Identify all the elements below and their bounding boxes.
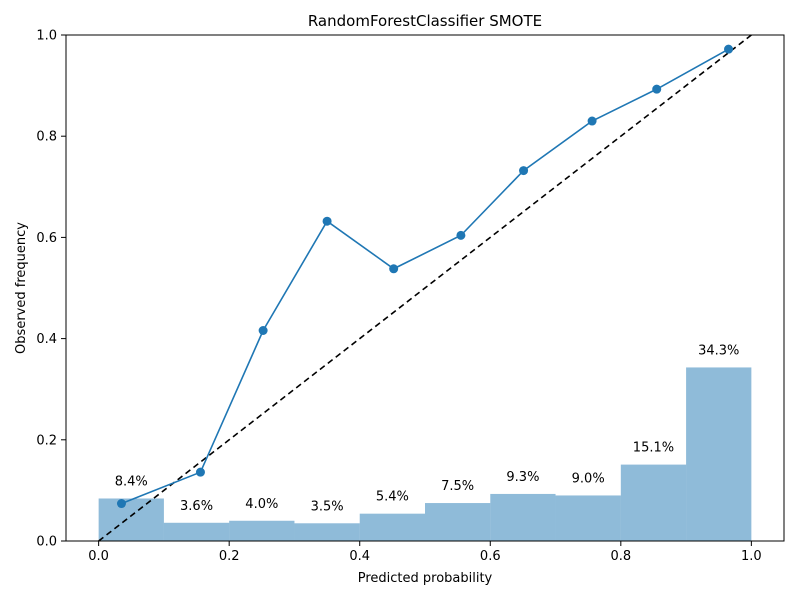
histogram-bar-label: 34.3%	[698, 343, 739, 358]
calibration-point	[195, 467, 205, 477]
x-tick-label: 0.6	[480, 549, 501, 564]
histogram-bar	[555, 495, 621, 541]
x-axis-label: Predicted probability	[358, 571, 493, 586]
histogram-bar	[359, 513, 425, 541]
x-tick-label: 0.0	[88, 549, 109, 564]
calibration-curve-line	[121, 48, 729, 505]
histogram-bar	[294, 523, 360, 541]
calibration-point	[322, 216, 332, 226]
chart-title: RandomForestClassifier SMOTE	[308, 12, 542, 30]
histogram-bar	[229, 520, 295, 541]
y-tick-label: 0.6	[36, 231, 57, 246]
calibration-curve-points	[116, 44, 734, 509]
histogram-bars	[98, 367, 752, 541]
histogram-bar	[686, 367, 752, 541]
calibration-point	[258, 326, 268, 336]
histogram-bar-label: 9.3%	[506, 470, 539, 485]
x-axis-ticks: 0.0 0.2 0.4 0.6 0.8 1.0	[88, 541, 762, 564]
histogram-bar-label: 3.6%	[180, 499, 213, 514]
histogram-bar-label: 9.0%	[572, 471, 605, 486]
calibration-point	[456, 230, 466, 240]
histogram-bar	[490, 493, 556, 541]
calibration-point	[519, 166, 529, 176]
perfect-calibration-line	[98, 34, 752, 542]
y-tick-label: 1.0	[36, 29, 57, 44]
histogram-bar-label: 4.0%	[245, 497, 278, 512]
x-tick-label: 0.2	[219, 549, 240, 564]
calibration-point	[587, 116, 597, 126]
histogram-bar-label: 3.5%	[311, 499, 344, 514]
histogram-bar-labels: 8.4% 3.6% 4.0% 3.5% 5.4% 7.5% 9.3% 9.0% 15.1% 34.…	[115, 343, 740, 514]
y-tick-label: 0.2	[36, 433, 57, 448]
calibration-point	[389, 264, 399, 274]
histogram-bar-label: 8.4%	[115, 474, 148, 489]
histogram-bar	[425, 503, 491, 541]
histogram-bar-label: 7.5%	[441, 479, 474, 494]
calibration-point	[116, 499, 126, 509]
histogram-bar	[163, 522, 230, 541]
histogram-bar-label: 15.1%	[633, 441, 674, 456]
x-tick-label: 0.4	[349, 549, 370, 564]
histogram-bar	[98, 498, 164, 541]
y-tick-label: 0.0	[36, 535, 57, 550]
y-tick-label: 0.4	[36, 332, 57, 347]
calibration-point	[724, 44, 734, 54]
x-tick-label: 1.0	[741, 549, 762, 564]
calibration-point	[652, 84, 662, 94]
y-axis-label: Observed frequency	[14, 222, 29, 354]
plot-area-frame	[65, 34, 785, 542]
x-tick-label: 0.8	[610, 549, 631, 564]
histogram-bar-label: 5.4%	[376, 490, 409, 505]
histogram-bar	[620, 464, 687, 541]
y-axis-ticks: 0.0 0.2 0.4 0.6 0.8 1.0	[36, 29, 66, 550]
y-tick-label: 0.8	[36, 130, 57, 145]
